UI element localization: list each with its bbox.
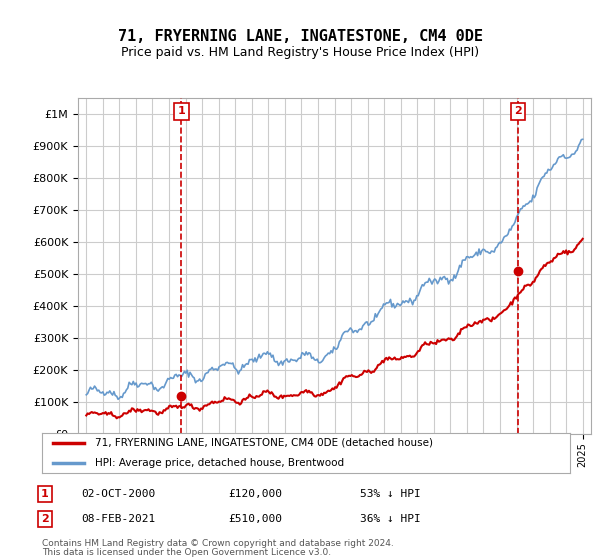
Text: 1: 1 — [178, 106, 185, 116]
Text: Contains HM Land Registry data © Crown copyright and database right 2024.: Contains HM Land Registry data © Crown c… — [42, 539, 394, 548]
Text: 08-FEB-2021: 08-FEB-2021 — [81, 514, 155, 524]
Text: 36% ↓ HPI: 36% ↓ HPI — [360, 514, 421, 524]
Text: 2: 2 — [514, 106, 522, 116]
Text: 71, FRYERNING LANE, INGATESTONE, CM4 0DE (detached house): 71, FRYERNING LANE, INGATESTONE, CM4 0DE… — [95, 438, 433, 448]
Text: 1: 1 — [41, 489, 49, 499]
Text: This data is licensed under the Open Government Licence v3.0.: This data is licensed under the Open Gov… — [42, 548, 331, 557]
Text: HPI: Average price, detached house, Brentwood: HPI: Average price, detached house, Bren… — [95, 458, 344, 468]
Text: 2: 2 — [41, 514, 49, 524]
Text: 02-OCT-2000: 02-OCT-2000 — [81, 489, 155, 499]
Text: £120,000: £120,000 — [228, 489, 282, 499]
Text: £510,000: £510,000 — [228, 514, 282, 524]
Text: 71, FRYERNING LANE, INGATESTONE, CM4 0DE: 71, FRYERNING LANE, INGATESTONE, CM4 0DE — [118, 29, 482, 44]
Text: 53% ↓ HPI: 53% ↓ HPI — [360, 489, 421, 499]
Text: Price paid vs. HM Land Registry's House Price Index (HPI): Price paid vs. HM Land Registry's House … — [121, 46, 479, 59]
